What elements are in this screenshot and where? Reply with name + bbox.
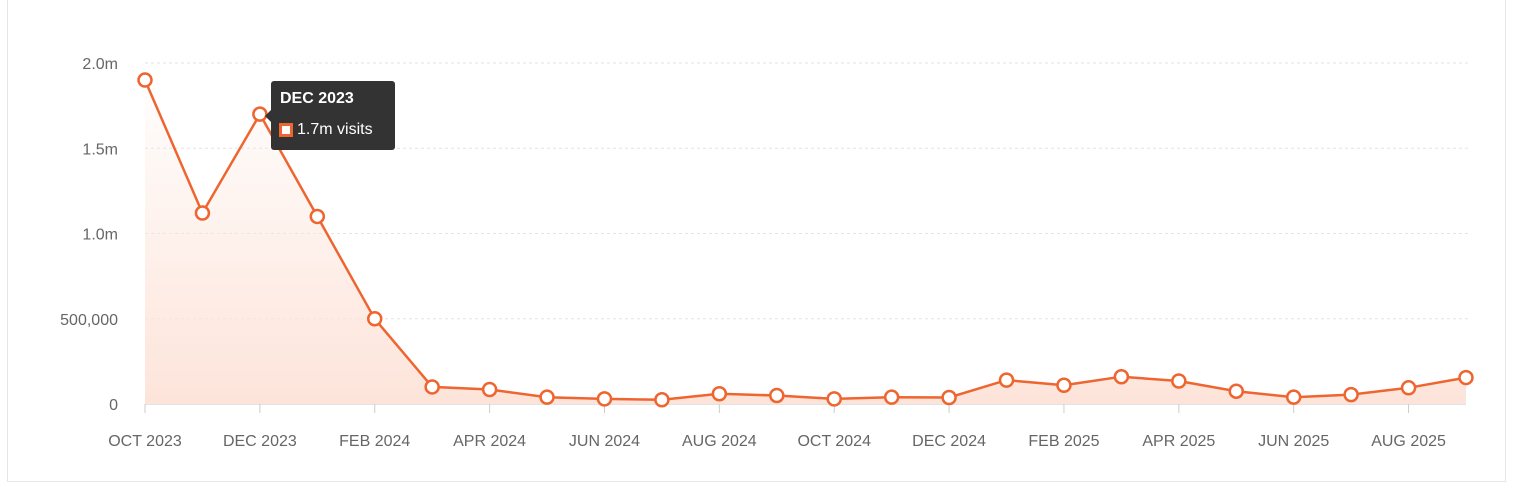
data-point: [826, 391, 842, 407]
x-tick-label: JUN 2024: [569, 433, 640, 450]
data-point: [769, 387, 785, 404]
data-point: [883, 389, 900, 405]
y-tick-label: 500,000: [60, 312, 118, 329]
x-tick-label: APR 2024: [453, 433, 526, 450]
grid-lines: [145, 62, 1470, 405]
data-point: [137, 72, 153, 88]
data-point: [309, 208, 326, 225]
data-point: [366, 311, 383, 327]
tooltip-arrow: [265, 110, 271, 122]
series-line: [143, 79, 1467, 401]
series-area: [145, 80, 1466, 404]
data-point: [711, 386, 728, 402]
data-point: [1458, 369, 1474, 386]
data-point: [481, 381, 498, 398]
data-point: [596, 391, 613, 407]
x-tick-label: AUG 2025: [1371, 433, 1446, 450]
tooltip-value: 1.7m visits: [297, 121, 373, 138]
data-point: [1056, 377, 1072, 393]
series-swatch-icon: [279, 123, 293, 137]
data-point: [1285, 389, 1302, 405]
x-tick-label: FEB 2024: [339, 433, 410, 450]
data-points: [137, 72, 1474, 408]
y-tick-label: 0: [109, 397, 118, 414]
data-point: [424, 379, 440, 395]
data-point: [194, 205, 211, 221]
x-tick-label: JUN 2025: [1258, 433, 1329, 450]
y-tick-label: 1.5m: [82, 141, 118, 158]
data-point: [539, 389, 555, 405]
chart-tooltip: DEC 2023 1.7m visits: [265, 81, 395, 150]
y-tick-label: 2.0m: [82, 56, 118, 73]
data-point: [1113, 368, 1130, 385]
y-tick-label: 1.0m: [82, 227, 118, 244]
data-point: [1171, 373, 1187, 389]
x-tick-label: DEC 2023: [223, 433, 297, 450]
tooltip-row: 1.7m visits: [279, 121, 386, 139]
data-point: [1343, 386, 1359, 403]
data-point: [998, 372, 1015, 388]
data-point: [654, 391, 670, 408]
tooltip-title: DEC 2023: [280, 90, 354, 107]
data-point: [1400, 380, 1417, 396]
data-point: [941, 389, 957, 406]
x-tick-label: OCT 2024: [797, 433, 871, 450]
x-tick-label: DEC 2024: [912, 433, 986, 450]
x-tick-label: APR 2025: [1142, 433, 1215, 450]
x-axis: OCT 2023 DEC 2023 FEB 2024 APR 2024 JUN 2024…: [108, 404, 1446, 450]
y-axis: 0 500,000 1.0m 1.5m 2.0m: [60, 56, 118, 414]
x-tick-label: FEB 2025: [1028, 433, 1099, 450]
x-tick-label: OCT 2023: [108, 433, 182, 450]
x-tick-label: AUG 2024: [682, 433, 757, 450]
data-point: [1228, 383, 1245, 399]
